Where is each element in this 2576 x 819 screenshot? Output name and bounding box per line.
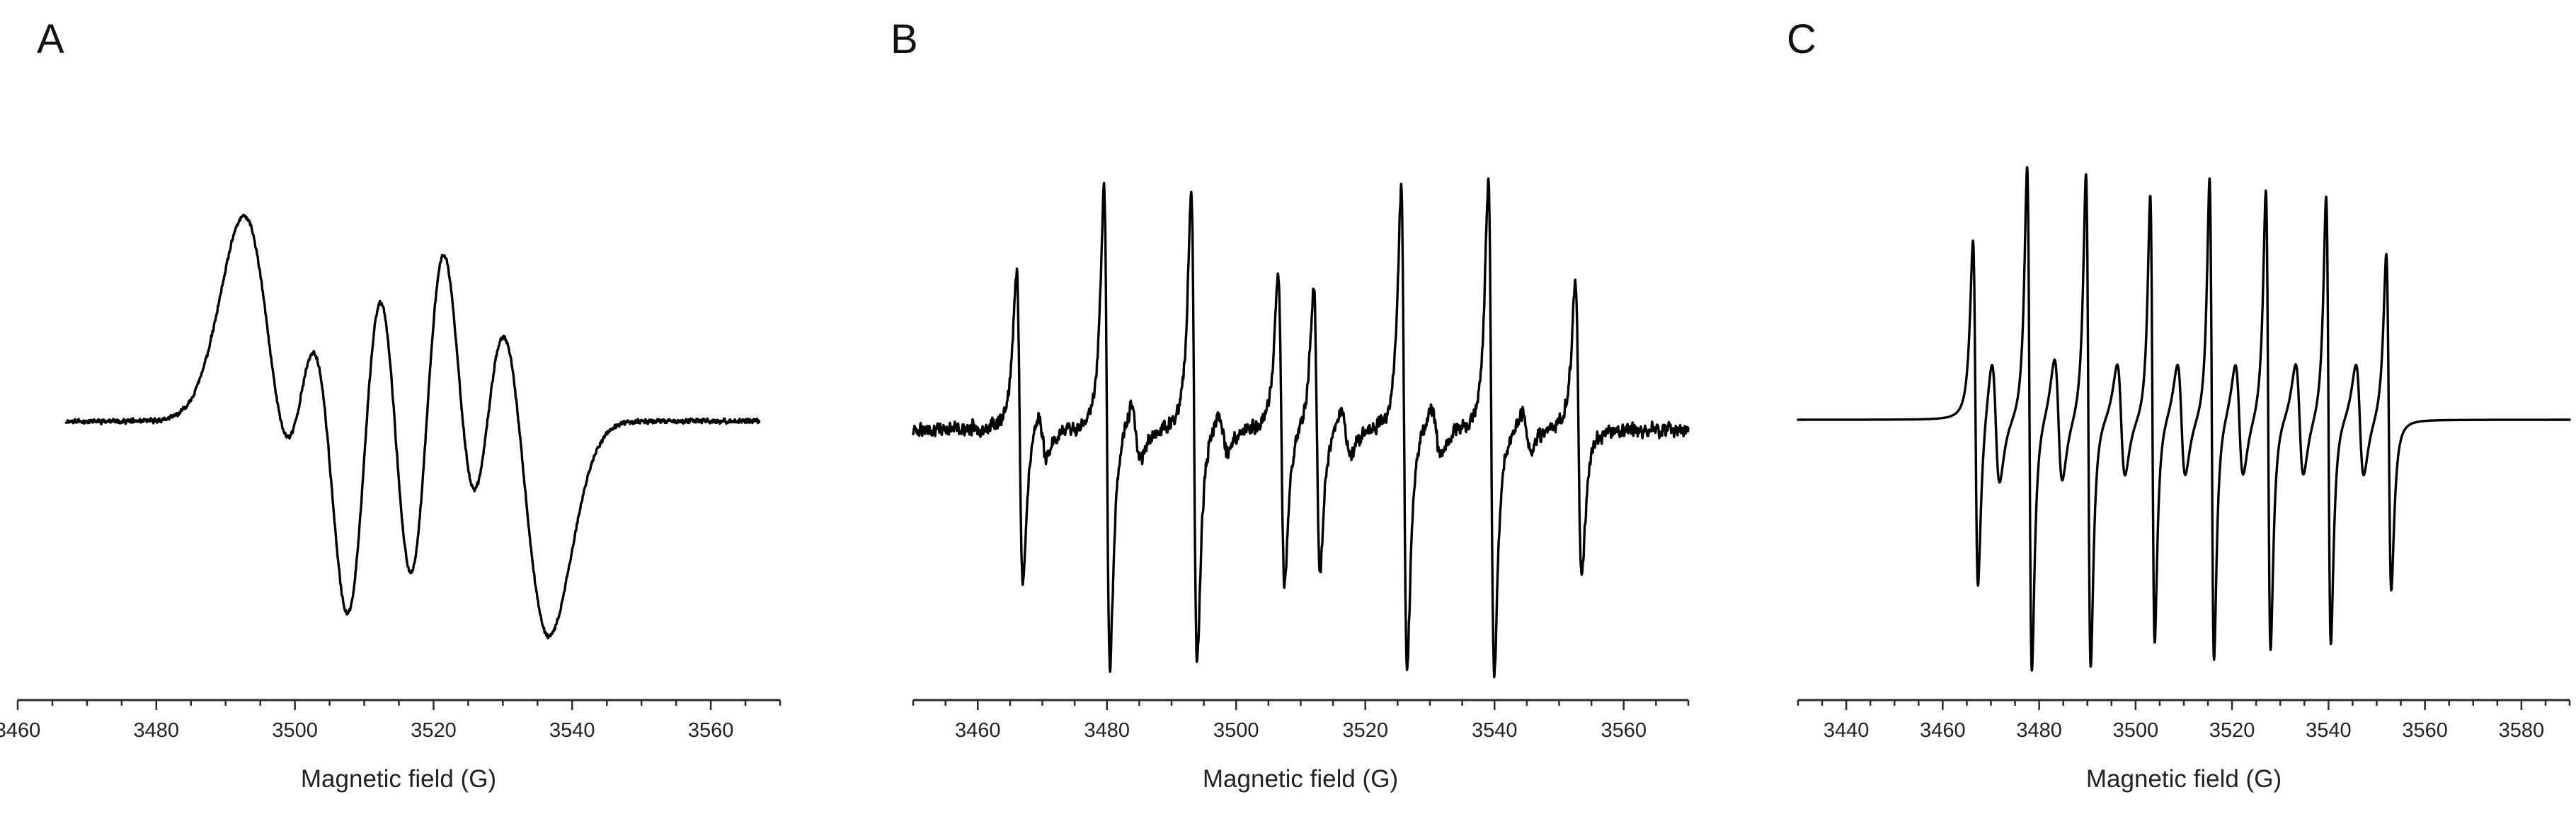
x-tick-label: 3560: [688, 719, 734, 742]
x-tick-label: 3580: [2499, 719, 2545, 742]
x-tick-label: 3460: [1920, 719, 1966, 742]
epr-trace-b: [912, 177, 1690, 679]
panel-label: C: [1787, 16, 1816, 62]
x-tick-label: 3520: [2209, 719, 2255, 742]
x-tick-label: 3500: [272, 719, 318, 742]
ticks-b: 3460 3480 3500 3520 3540 3560: [912, 700, 1690, 742]
x-tick-label: 3440: [1824, 719, 1870, 742]
x-tick-label: 3540: [2306, 719, 2352, 742]
x-tick-label: 3460: [955, 719, 1001, 742]
epr-trace-c: [1797, 166, 2571, 672]
panel-label: A: [37, 16, 64, 62]
x-tick-label: 3520: [411, 719, 457, 742]
ticks-c: 3440 3460 3480 3500 3520 3540 3560 3580: [1797, 700, 2571, 742]
panel-label: B: [891, 16, 918, 62]
x-tick-label: 3480: [134, 719, 180, 742]
x-tick-label: 3540: [549, 719, 595, 742]
x-tick-label: 3520: [1342, 719, 1388, 742]
panel-b: B 3460 3480 3500 3520 3540 3560 Magnetic fiel…: [891, 16, 1690, 793]
x-tick-label: 3560: [1601, 719, 1647, 742]
x-tick-label: 3460: [0, 719, 40, 742]
epr-trace-a: [64, 213, 761, 640]
x-tick-label: 3540: [1472, 719, 1518, 742]
x-tick-label: 3480: [1084, 719, 1130, 742]
x-tick-label: 3560: [2402, 719, 2448, 742]
x-tick-label: 3500: [2113, 719, 2159, 742]
x-axis-title: Magnetic field (G): [1203, 765, 1398, 793]
x-axis-title: Magnetic field (G): [2086, 765, 2282, 793]
x-tick-label: 3480: [2016, 719, 2062, 742]
panel-a: A 3460 3480 3500 3520 3540 3560 Magnetic fiel…: [0, 16, 782, 793]
x-axis-title: Magnetic field (G): [301, 765, 496, 793]
panel-c: C 3440 3460 3480 3500 3520 3540 3560 3580 Magne…: [1787, 16, 2571, 793]
ticks-a: 3460 3480 3500 3520 3540 3560: [0, 700, 782, 742]
x-tick-label: 3500: [1213, 719, 1259, 742]
